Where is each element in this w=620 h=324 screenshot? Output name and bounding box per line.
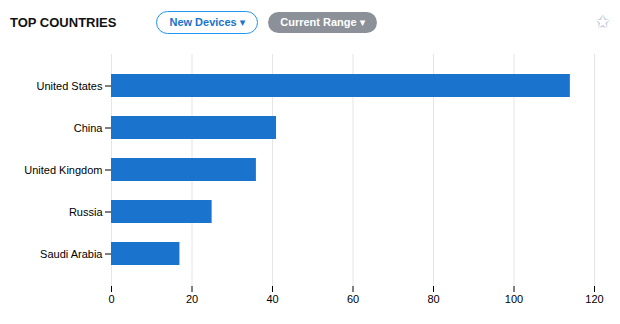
svg-text:United States: United States [36, 80, 103, 92]
svg-text:80: 80 [427, 293, 439, 305]
svg-text:120: 120 [585, 293, 603, 305]
html-text:New Devices ▾: New Devices ▾ [169, 15, 246, 28]
svg-text:20: 20 [186, 293, 198, 305]
svg-text:40: 40 [266, 293, 278, 305]
svg-text:United Kingdom: United Kingdom [24, 164, 102, 176]
svg-text:Russia: Russia [69, 206, 104, 218]
html-text:TOP COUNTRIES: TOP COUNTRIES [10, 14, 117, 30]
svg-text:Saudi Arabia: Saudi Arabia [40, 248, 103, 260]
svg-text:0: 0 [108, 293, 114, 305]
svg-text:60: 60 [347, 293, 359, 305]
svg-text:100: 100 [505, 293, 523, 305]
svg-text:China: China [74, 122, 104, 134]
html-text:Current Range ▾: Current Range ▾ [280, 15, 366, 28]
